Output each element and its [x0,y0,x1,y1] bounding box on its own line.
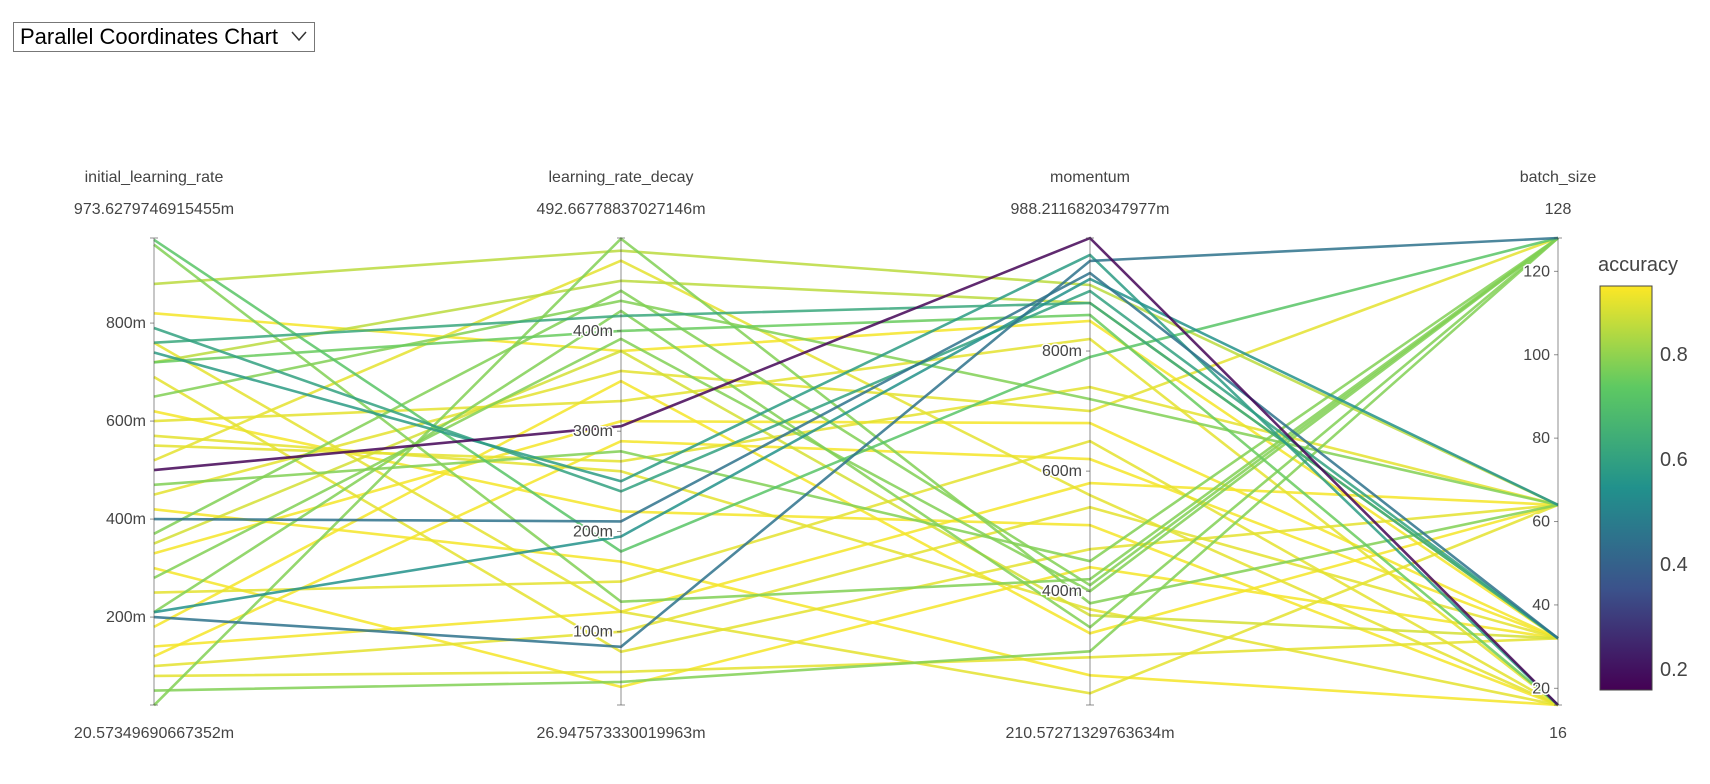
axis-title[interactable]: initial_learning_rate [85,169,224,186]
axis-range-max-label: 492.66778837027146m [536,201,705,218]
data-line-28 [153,375,1559,654]
axis-range-max-label: 128 [1545,201,1572,218]
data-line-16 [153,237,1559,692]
colorbar-tick-label: 0.2 [1660,659,1688,681]
data-line-6 [153,253,1559,706]
polylines-layer [153,236,1559,707]
tick-label: 400m [573,323,613,340]
data-line-4 [153,289,1559,640]
data-line-8 [153,313,1559,706]
data-line-11 [153,236,1559,587]
tick-label: 100 [1523,347,1550,364]
axes-layer: initial_learning_rate 973.6279746915455m 2… [74,169,1596,742]
colorbar-tick-label: 0.4 [1660,554,1688,576]
data-line-10 [153,236,1559,563]
colorbar-tick-label: 0.8 [1660,344,1688,366]
axis-range-min-label: 16 [1549,725,1567,742]
axis-momentum[interactable]: momentum 988.2116820347977m 210.5727132976… [1005,169,1174,742]
data-line-36 [153,259,1559,707]
data-line-2 [153,271,1559,640]
data-line-3 [153,277,1559,614]
data-line-13 [153,236,1559,604]
tick-label: 20 [1532,680,1550,697]
tick-label: 400m [1042,583,1082,600]
tick-label: 100m [573,624,613,641]
tick-label: 300m [573,423,613,440]
data-line-32 [153,637,1559,678]
colorbar-gradient [1599,285,1653,691]
chart-type-dropdown[interactable]: Parallel Coordinates Chart [13,22,315,52]
axis-range-min-label: 20.57349690667352m [74,725,234,742]
chart-type-dropdown-label: Parallel Coordinates Chart [20,24,279,49]
axis-title[interactable]: momentum [1050,169,1130,186]
axis-title[interactable]: batch_size [1520,169,1597,186]
colorbar-tick-label: 0.6 [1660,449,1688,471]
data-line-14 [153,236,1559,707]
tick-label: 120 [1523,263,1550,280]
tick-label: 600m [106,413,146,430]
data-line-29 [153,565,1559,689]
tick-label: 800m [1042,343,1082,360]
axis-title[interactable]: learning_rate_decay [549,169,694,186]
axis-range-min-label: 26.947573330019963m [536,725,705,742]
colorbar: accuracy 0.2 0.4 0.6 0.8 [1598,254,1688,691]
data-line-33 [153,508,1559,707]
data-line-35 [153,439,1559,658]
tick-label: 80 [1532,430,1550,447]
axis-batch_size[interactable]: batch_size 128 16 20 40 60 80 100 120 [1520,169,1597,742]
tick-label: 200m [573,523,613,540]
tick-label: 400m [106,511,146,528]
data-line-30 [153,434,1559,707]
data-line-1 [153,236,1559,649]
tick-label: 800m [106,315,146,332]
data-line-12 [153,236,1559,593]
tick-label: 600m [1042,463,1082,480]
data-line-18 [153,249,1559,507]
data-line-26 [153,505,1559,668]
colorbar-title: accuracy [1598,254,1678,276]
data-line-15 [153,237,1559,629]
data-line-0 [153,236,1559,706]
tick-label: 200m [106,609,146,626]
axis-range-min-label: 210.57271329763634m [1005,725,1174,742]
data-line-9 [153,299,1559,507]
axis-range-max-label: 973.6279746915455m [74,201,234,218]
data-line-17 [153,279,1559,640]
axis-learning_rate_decay[interactable]: learning_rate_decay 492.66778837027146m 26… [536,169,705,742]
axis-initial_learning_rate[interactable]: initial_learning_rate 973.6279746915455m 2… [74,169,234,742]
axis-range-max-label: 988.2116820347977m [1011,201,1170,218]
tick-label: 60 [1532,514,1550,531]
data-line-25 [153,481,1559,648]
tick-label: 40 [1532,597,1550,614]
chevron-down-icon [291,31,307,42]
